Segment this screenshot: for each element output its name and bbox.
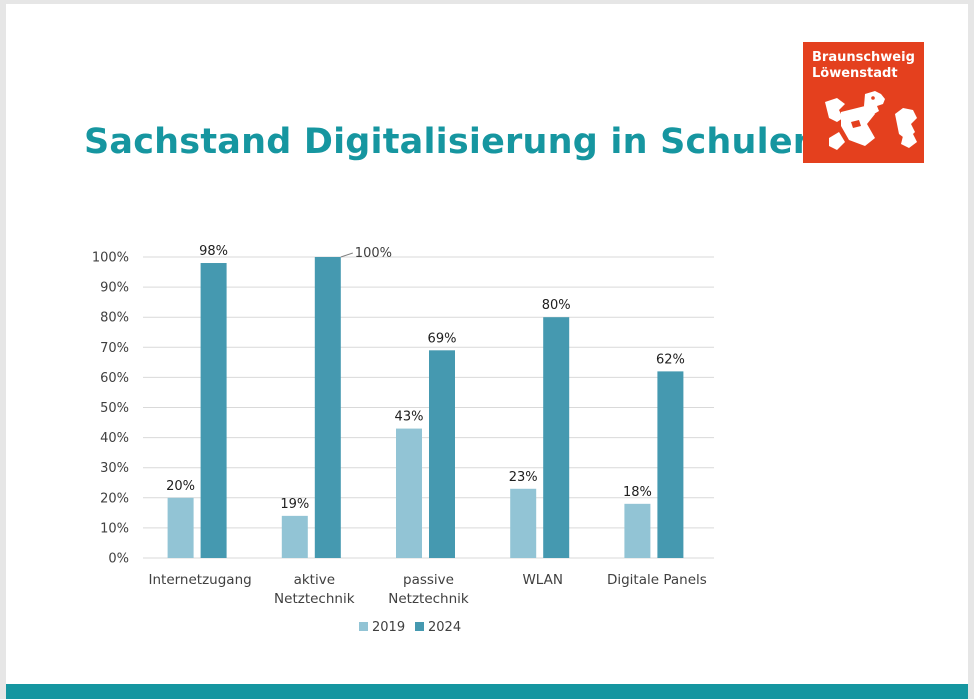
data-labels: 20% 98% 19% 100% 43% 69% 23% 80% 18% 62% — [166, 244, 685, 512]
bar-2024-1 — [314, 257, 341, 558]
legend-swatch-2024 — [415, 622, 424, 631]
logo-text: Braunschweig Löwenstadt — [812, 50, 915, 82]
slide-title: Sachstand Digitalisierung in Schulen — [84, 122, 818, 162]
bar-2024-2 — [429, 350, 455, 558]
bar-2024-0 — [200, 263, 227, 558]
data-label: 19% — [280, 497, 309, 512]
y-tick-label: 20% — [100, 491, 129, 506]
data-label: 100% — [355, 246, 392, 261]
y-tick-label: 60% — [100, 371, 129, 386]
bar-2019-4 — [624, 503, 651, 558]
legend-label: 2024 — [428, 620, 461, 635]
y-tick-label: 70% — [100, 341, 129, 356]
legend-swatch-2019 — [359, 622, 368, 631]
data-label: 43% — [395, 410, 424, 425]
y-tick-label: 100% — [92, 251, 129, 266]
y-axis-ticks: 0% 10% 20% 30% 40% 50% 60% 70% 80% 90% 100% — [92, 251, 129, 567]
data-label: 20% — [166, 479, 195, 494]
x-tick-label: passive — [403, 572, 454, 588]
data-label: 69% — [428, 331, 457, 346]
y-tick-label: 10% — [100, 521, 129, 536]
bar-2024-4 — [657, 371, 684, 558]
y-tick-label: 50% — [100, 401, 129, 416]
x-tick-label: Digitale Panels — [607, 572, 707, 588]
bar-2019-1 — [281, 515, 308, 558]
bar-2019-3 — [510, 488, 537, 558]
bar-2019-0 — [167, 497, 194, 558]
x-axis-ticks: Internetzugang aktive Netztechnik passive Ne… — [148, 572, 706, 607]
y-tick-label: 90% — [100, 281, 129, 296]
x-tick-label: aktive — [294, 572, 335, 588]
city-logo: Braunschweig Löwenstadt — [803, 42, 924, 163]
bar-2019-2 — [396, 428, 422, 558]
x-tick-label: Internetzugang — [148, 572, 251, 588]
data-label: 18% — [623, 485, 652, 500]
slide: Sachstand Digitalisierung in Schulen Bra… — [6, 4, 968, 699]
x-tick-label: WLAN — [522, 572, 563, 588]
logo-line-2: Löwenstadt — [812, 66, 898, 81]
data-label-leader — [340, 252, 353, 258]
legend: 2019 2024 — [359, 620, 461, 635]
data-label: 23% — [509, 470, 538, 485]
data-label: 80% — [542, 298, 571, 313]
bars — [167, 257, 684, 558]
y-tick-label: 40% — [100, 431, 129, 446]
x-tick-label: Netztechnik — [274, 591, 355, 607]
x-tick-label: Netztechnik — [388, 591, 469, 607]
bar-chart: 0% 10% 20% 30% 40% 50% 60% 70% 80% 90% 100% 20% 98%… — [92, 244, 714, 635]
data-label: 62% — [656, 352, 685, 367]
y-tick-label: 30% — [100, 461, 129, 476]
data-label: 98% — [199, 244, 228, 259]
logo-line-1: Braunschweig — [812, 50, 915, 65]
footer-bar — [6, 684, 968, 699]
bar-2024-3 — [543, 317, 570, 558]
y-tick-label: 80% — [100, 311, 129, 326]
y-tick-label: 0% — [108, 552, 129, 567]
lion-icon — [825, 91, 917, 150]
legend-label: 2019 — [372, 620, 405, 635]
gridlines — [143, 256, 714, 559]
